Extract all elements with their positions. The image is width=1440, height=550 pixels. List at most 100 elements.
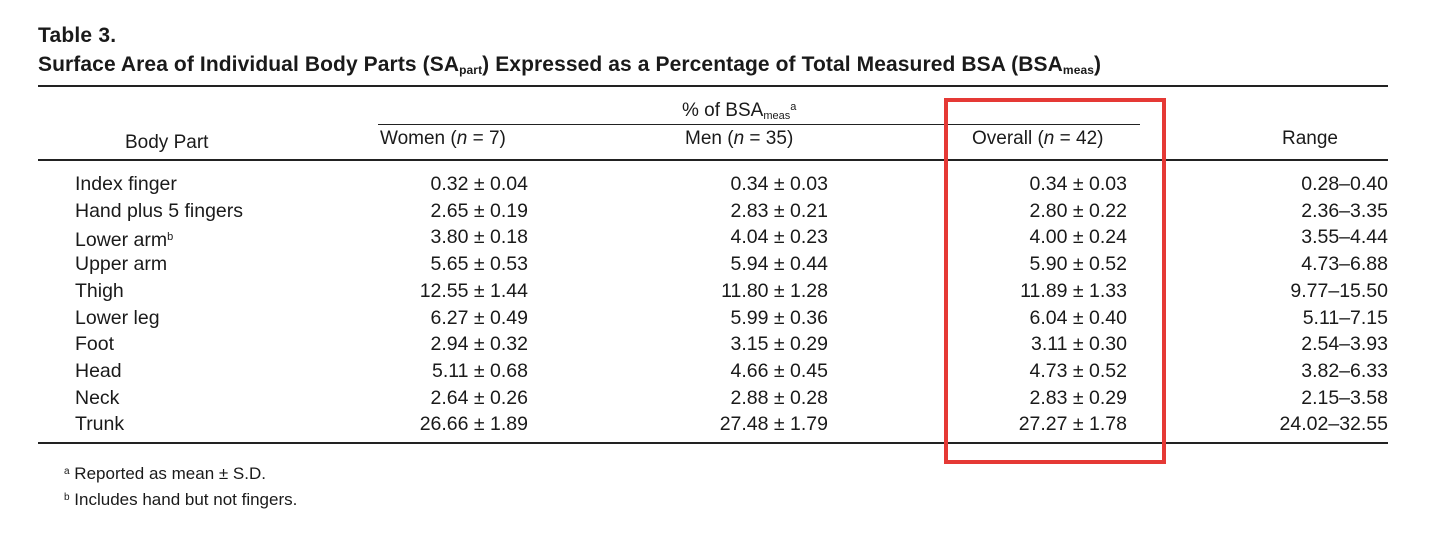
group-rule xyxy=(378,124,1140,125)
overall-value-cell-text: 3.11 ± 0.30 xyxy=(1031,333,1127,355)
men-value-cell-text: 3.15 ± 0.29 xyxy=(730,333,828,355)
men-value-cell-text: 4.66 ± 0.45 xyxy=(730,360,828,382)
col-women-n: n xyxy=(456,128,468,149)
women-value-cell: 5.65 ± 0.53 xyxy=(388,251,528,277)
overall-value-cell-text: 11.89 ± 1.33 xyxy=(1020,280,1127,302)
women-value-cell: 2.65 ± 0.19 xyxy=(388,198,528,224)
body-part-cell: Trunk xyxy=(75,411,124,437)
col-header-men: Men (n = 35) xyxy=(685,128,793,150)
footnote-a: a Reported as mean ± S.D. xyxy=(64,464,266,484)
overall-value-cell-text: 4.73 ± 0.52 xyxy=(1029,360,1127,382)
col-women-label: Women ( xyxy=(380,128,457,149)
range-value-cell: 24.02–32.55 xyxy=(1228,411,1388,437)
men-value-cell: 4.04 ± 0.23 xyxy=(688,224,828,250)
women-value-cell-text: 3.80 ± 0.18 xyxy=(430,226,528,248)
body-part-cell: Hand plus 5 fingers xyxy=(75,198,243,224)
overall-value-cell: 2.80 ± 0.22 xyxy=(987,198,1127,224)
women-value-cell-text: 12.55 ± 1.44 xyxy=(419,280,528,302)
range-value-cell: 0.28–0.40 xyxy=(1228,171,1388,197)
overall-value-cell: 3.11 ± 0.30 xyxy=(987,331,1127,357)
title-part-2: ) Expressed as a Percentage of Total Mea… xyxy=(482,53,1063,76)
overall-value-cell-text: 6.04 ± 0.40 xyxy=(1029,307,1127,329)
group-header-label: % of BSA xyxy=(682,100,764,121)
group-header: % of BSAmeasa xyxy=(682,100,796,122)
col-men-label: Men ( xyxy=(685,128,734,149)
range-value-cell: 5.11–7.15 xyxy=(1228,305,1388,331)
col-header-range: Range xyxy=(1282,128,1338,149)
col-overall-n: n xyxy=(1043,128,1055,149)
body-part-cell: Neck xyxy=(75,385,119,411)
range-value-cell-text: 3.82–6.33 xyxy=(1301,360,1388,382)
men-value-cell: 2.83 ± 0.21 xyxy=(688,198,828,224)
range-value-cell-text: 2.15–3.58 xyxy=(1301,387,1388,409)
men-value-cell: 5.94 ± 0.44 xyxy=(688,251,828,277)
men-value-cell-text: 0.34 ± 0.03 xyxy=(730,173,828,195)
col-men-n: n xyxy=(733,128,745,149)
range-value-cell-text: 2.54–3.93 xyxy=(1301,333,1388,355)
men-value-cell-text: 11.80 ± 1.28 xyxy=(721,280,828,302)
men-value-cell: 0.34 ± 0.03 xyxy=(688,171,828,197)
range-value-cell-text: 2.36–3.35 xyxy=(1301,200,1388,222)
overall-value-cell-text: 2.80 ± 0.22 xyxy=(1029,200,1127,222)
women-value-cell-text: 5.11 ± 0.68 xyxy=(432,360,528,382)
body-part-cell-text: Thigh xyxy=(75,280,124,302)
range-value-cell: 2.15–3.58 xyxy=(1228,385,1388,411)
women-value-cell: 2.94 ± 0.32 xyxy=(388,331,528,357)
body-part-cell: Upper arm xyxy=(75,251,167,277)
footnote-a-text: Reported as mean ± S.D. xyxy=(74,464,266,483)
men-value-cell-text: 5.94 ± 0.44 xyxy=(730,253,828,275)
col-header-body-part: Body Part xyxy=(125,132,209,153)
men-value-cell-text: 2.88 ± 0.28 xyxy=(730,387,828,409)
range-value-cell: 3.82–6.33 xyxy=(1228,358,1388,384)
table-title: Surface Area of Individual Body Parts (S… xyxy=(38,53,1101,77)
range-value-cell-text: 0.28–0.40 xyxy=(1301,173,1388,195)
overall-value-cell-text: 4.00 ± 0.24 xyxy=(1029,226,1127,248)
men-value-cell-text: 2.83 ± 0.21 xyxy=(730,200,828,222)
overall-value-cell: 2.83 ± 0.29 xyxy=(987,385,1127,411)
range-value-cell: 2.36–3.35 xyxy=(1228,198,1388,224)
col-women-count: = 7) xyxy=(467,128,506,149)
men-value-cell-text: 27.48 ± 1.79 xyxy=(719,413,828,435)
women-value-cell: 3.80 ± 0.18 xyxy=(388,224,528,250)
women-value-cell-text: 2.64 ± 0.26 xyxy=(430,387,528,409)
footnote-b-text: Includes hand but not fingers. xyxy=(74,490,298,509)
range-value-cell-text: 3.55–4.44 xyxy=(1301,226,1388,248)
women-value-cell-text: 0.32 ± 0.04 xyxy=(430,173,528,195)
body-part-footnote-mark: b xyxy=(167,231,174,243)
men-value-cell: 4.66 ± 0.45 xyxy=(688,358,828,384)
women-value-cell-text: 2.94 ± 0.32 xyxy=(430,333,528,355)
overall-value-cell: 27.27 ± 1.78 xyxy=(987,411,1127,437)
range-value-cell: 3.55–4.44 xyxy=(1228,224,1388,250)
body-part-cell: Foot xyxy=(75,331,114,357)
women-value-cell: 6.27 ± 0.49 xyxy=(388,305,528,331)
body-part-cell-text: Hand plus 5 fingers xyxy=(75,200,244,222)
women-value-cell-text: 6.27 ± 0.49 xyxy=(430,307,528,329)
group-header-sup: a xyxy=(790,101,797,113)
top-rule xyxy=(38,85,1388,87)
body-part-cell-text: Lower arm xyxy=(75,229,168,251)
range-value-cell-text: 4.73–6.88 xyxy=(1301,253,1388,275)
women-value-cell: 0.32 ± 0.04 xyxy=(388,171,528,197)
men-value-cell-text: 5.99 ± 0.36 xyxy=(730,307,828,329)
col-header-women: Women (n = 7) xyxy=(380,128,506,150)
header-rule xyxy=(38,159,1388,161)
col-men-count: = 35) xyxy=(744,128,794,149)
body-part-cell: Head xyxy=(75,358,122,384)
body-part-cell: Index finger xyxy=(75,171,177,197)
women-value-cell: 26.66 ± 1.89 xyxy=(388,411,528,437)
range-value-cell-text: 24.02–32.55 xyxy=(1279,413,1388,435)
col-header-overall: Overall (n = 42) xyxy=(972,128,1104,150)
men-value-cell: 27.48 ± 1.79 xyxy=(688,411,828,437)
women-value-cell: 2.64 ± 0.26 xyxy=(388,385,528,411)
table-number: Table 3. xyxy=(38,24,117,47)
range-value-cell: 9.77–15.50 xyxy=(1228,278,1388,304)
title-subscript-meas: meas xyxy=(1062,63,1095,77)
men-value-cell: 3.15 ± 0.29 xyxy=(688,331,828,357)
men-value-cell: 2.88 ± 0.28 xyxy=(688,385,828,411)
range-value-cell-text: 9.77–15.50 xyxy=(1290,280,1388,302)
body-part-cell: Lower armb xyxy=(75,224,173,253)
title-part-3: ) xyxy=(1094,53,1102,76)
body-part-cell-text: Upper arm xyxy=(75,253,168,275)
body-part-cell-text: Trunk xyxy=(75,413,125,435)
